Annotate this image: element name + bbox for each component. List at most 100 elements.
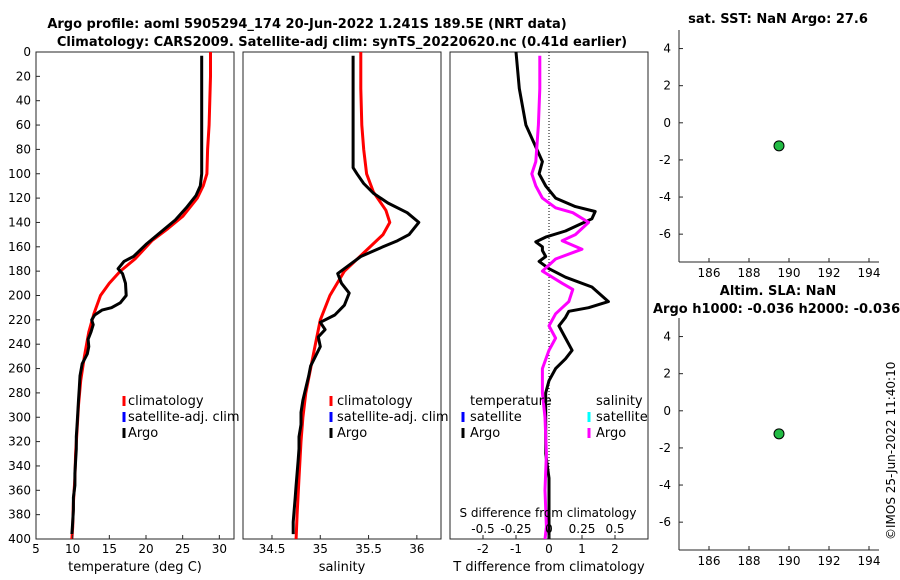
depth-tick-label: 20 [16,69,31,83]
map-y-tick-label: 2 [663,79,671,93]
difference-panel: -2 -1 0 1 2 -0.5 -0.25 0 0.25 0.5 S difference f… [449,51,649,575]
map-x-tick-label: 194 [858,266,881,280]
map-y-tick-label: -4 [659,190,671,204]
map-y-tick-label: -2 [659,153,671,167]
sst-map-panel: sat. SST: NaN Argo: 27.6 186 188 190 192 194… [659,12,880,280]
temperature-xlabel: temperature (deg C) [68,560,202,575]
depth-tick-label: 340 [8,459,31,473]
x-tick-label: 20 [138,542,153,556]
x-tick-label: 25 [175,542,190,556]
map-y-tick-label: 2 [663,367,671,381]
figure-title-line1: Argo profile: aoml 5905294_174 20-Jun-20… [47,17,566,32]
x-tick-label: 30 [212,542,227,556]
map-y-tick-label: -6 [659,227,671,241]
sst-map-title: sat. SST: NaN Argo: 27.6 [688,12,868,27]
x-tick-label: -2 [477,542,489,556]
legend-argo: Argo [337,426,367,441]
depth-tick-label: 260 [8,362,31,376]
sla-map-panel: Altim. SLA: NaN Argo h1000: -0.036 h2000… [653,284,900,568]
legend-t-argo: Argo [470,426,500,441]
x-tick-label: 1 [578,542,586,556]
temperature-panel: 5 10 15 20 25 30 0 20 40 60 80 100 120 140 160 180 200 2… [8,45,240,575]
map-x-tick-label: 194 [858,554,881,568]
legend-satellite-adj-clim: satellite-adj. clim [337,410,449,425]
top-x-tick-label: -0.25 [500,522,531,536]
depth-tick-label: 40 [16,94,31,108]
depth-tick-label: 320 [8,435,31,449]
map-x-tick-label: 190 [778,554,801,568]
map-y-tick-label: 0 [663,404,671,418]
temperature-legend: climatology satellite-adj. clim Argo [122,394,240,441]
series-line-argo [70,55,204,535]
argo-location-marker [773,140,785,152]
series-line-s-difference-argo- [530,55,591,540]
legend-temperature-title: temperature [470,394,552,409]
temperature-axes-frame [35,51,235,540]
x-tick-label: 35.5 [355,542,382,556]
depth-tick-label: 100 [8,167,31,181]
depth-tick-label: 380 [8,508,31,522]
top-x-tick-label: 0 [545,522,553,536]
depth-tick-label: 180 [8,264,31,278]
depth-tick-label: 280 [8,386,31,400]
top-x-tick-label: 0.5 [605,522,624,536]
legend-s-satellite: satellite [596,410,648,425]
figure-title-line2: Climatology: CARS2009. Satellite-adj cli… [57,35,627,50]
legend-climatology: climatology [337,394,413,409]
map-x-tick-label: 190 [778,266,801,280]
series-line-argo [291,55,421,535]
map-x-tick-label: 192 [818,266,841,280]
depth-tick-label: 0 [23,45,31,59]
map-y-tick-label: 4 [663,330,671,344]
sla-map-subtitle: Argo h1000: -0.036 h2000: -0.036 [653,302,900,317]
top-x-tick-label: 0.25 [569,522,596,536]
series-line-t-difference-argo- [514,51,610,539]
x-tick-label: 34.5 [259,542,286,556]
depth-tick-label: 360 [8,483,31,497]
map-x-tick-label: 192 [818,554,841,568]
argo-location-marker [773,428,785,440]
x-tick-label: -1 [510,542,522,556]
salinity-legend: climatology satellite-adj. clim Argo [329,394,449,441]
sla-map-title: Altim. SLA: NaN [720,284,836,299]
x-tick-label: 2 [611,542,619,556]
depth-tick-label: 120 [8,191,31,205]
top-x-tick-label: -0.5 [471,522,494,536]
depth-tick-label: 400 [8,532,31,546]
map-x-tick-label: 188 [738,266,761,280]
depth-tick-label: 140 [8,215,31,229]
map-x-tick-label: 188 [738,554,761,568]
series-line-climatology [70,52,212,540]
x-tick-label: 0 [545,542,553,556]
series-line-climatology [294,52,392,540]
difference-xlabel: T difference from climatology [452,560,645,575]
map-x-tick-label: 186 [698,554,721,568]
map-y-tick-label: 0 [663,116,671,130]
map-y-tick-label: -2 [659,441,671,455]
depth-tick-label: 240 [8,337,31,351]
salinity-axes-frame [242,51,442,540]
x-tick-label: 36 [409,542,424,556]
x-tick-label: 5 [32,542,40,556]
depth-tick-label: 60 [16,118,31,132]
x-tick-label: 15 [102,542,117,556]
imos-watermark: ©IMOS 25-Jun-2022 11:40:10 [884,362,898,540]
legend-s-argo: Argo [596,426,626,441]
depth-tick-label: 160 [8,240,31,254]
map-y-tick-label: -4 [659,478,671,492]
difference-top-xlabel: S difference from climatology [460,506,637,520]
depth-tick-label: 220 [8,313,31,327]
x-tick-label: 10 [65,542,80,556]
legend-t-satellite: satellite [470,410,522,425]
map-y-tick-label: -6 [659,515,671,529]
map-x-tick-label: 186 [698,266,721,280]
legend-satellite-adj-clim: satellite-adj. clim [128,410,240,425]
x-tick-label: 35 [313,542,328,556]
salinity-xlabel: salinity [319,560,366,575]
salinity-panel: 34.5 35 35.5 36 salinity climatology satell… [242,51,449,575]
depth-tick-label: 300 [8,410,31,424]
map-y-tick-label: 4 [663,42,671,56]
legend-argo: Argo [128,426,158,441]
